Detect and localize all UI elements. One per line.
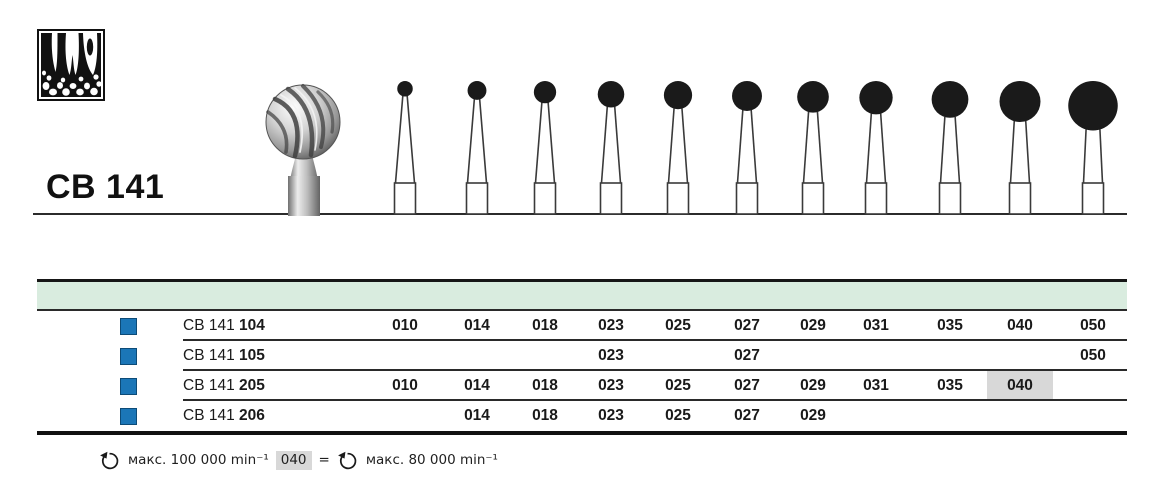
table-row-206: CB 141 206 014 018 023 025 027 029 xyxy=(37,401,1127,431)
row-separator xyxy=(183,399,1127,401)
size-cell-205-018: 018 xyxy=(532,377,558,394)
max-speed-text: макс. 100 000 min⁻¹ xyxy=(128,452,269,468)
bur-drawing-040 xyxy=(999,81,1041,215)
blue-square-marker xyxy=(120,318,137,335)
teeth-icon xyxy=(37,29,105,101)
size-cell-104-029: 029 xyxy=(800,317,826,334)
rotation-ccw-icon xyxy=(337,451,357,469)
row-label-code: 105 xyxy=(239,347,265,364)
table-top-border xyxy=(37,279,1127,282)
bur-drawing-025 xyxy=(663,81,693,215)
size-cell-104-050: 050 xyxy=(1080,317,1106,334)
bur-drawing-050 xyxy=(1068,81,1118,215)
size-cell-205-025: 025 xyxy=(665,377,691,394)
size-cell-104-010: 010 xyxy=(392,317,418,334)
rotation-ccw-icon xyxy=(100,451,119,469)
row-label-prefix: CB 141 xyxy=(183,347,240,364)
size-cell-105-023: 023 xyxy=(598,347,624,364)
size-cell-104-031: 031 xyxy=(863,317,889,334)
bur-drawing-035 xyxy=(931,81,969,215)
size-cell-104-025: 025 xyxy=(665,317,691,334)
reduced-speed-text: макс. 80 000 min⁻¹ xyxy=(365,452,498,468)
table-row-205: CB 141 205 010 014 018 023 025 027 029 031 035 040 xyxy=(37,371,1127,401)
size-cell-205-031: 031 xyxy=(863,377,889,394)
row-label-code: 104 xyxy=(239,317,265,334)
product-code-title: CB 141 xyxy=(46,168,165,206)
bur-drawing-018 xyxy=(533,81,557,215)
bur-drawing-029 xyxy=(797,81,829,215)
bur-drawing-023 xyxy=(597,81,625,215)
bur-photo xyxy=(265,84,341,216)
table-row-104: CB 141 104 010 014 018 023 025 027 029 031 035 040… xyxy=(37,311,1127,341)
size-cell-206-027: 027 xyxy=(734,407,760,424)
row-label-prefix: CB 141 xyxy=(183,407,240,424)
size-cell-205-040: 040 xyxy=(987,371,1053,401)
size-cell-105-050: 050 xyxy=(1080,347,1106,364)
size-cell-205-010: 010 xyxy=(392,377,418,394)
size-cell-104-014: 014 xyxy=(464,317,490,334)
bur-drawing-010 xyxy=(393,81,417,215)
speed-footnote: макс. 100 000 min⁻¹ 040 = макс. 80 000 m… xyxy=(99,447,498,473)
size-cell-206-025: 025 xyxy=(665,407,691,424)
size-cell-206-029: 029 xyxy=(800,407,826,424)
row-label: CB 141 105 xyxy=(183,341,265,371)
size-cell-206-018: 018 xyxy=(532,407,558,424)
table-header-band xyxy=(37,282,1127,311)
equals-sign: = xyxy=(318,452,330,468)
size-cell-205-029: 029 xyxy=(800,377,826,394)
size-cell-205-014: 014 xyxy=(464,377,490,394)
size-cell-104-018: 018 xyxy=(532,317,558,334)
bur-drawing-031 xyxy=(859,81,893,215)
size-cell-105-027: 027 xyxy=(734,347,760,364)
size-cell-205-027: 027 xyxy=(734,377,760,394)
row-label: CB 141 206 xyxy=(183,401,265,431)
size-cell-104-023: 023 xyxy=(598,317,624,334)
size-table: CB 141 104 010 014 018 023 025 027 029 031 035 040… xyxy=(37,279,1127,435)
row-label: CB 141 104 xyxy=(183,311,265,341)
table-bottom-border xyxy=(37,431,1127,435)
row-separator xyxy=(183,369,1127,371)
size-cell-206-023: 023 xyxy=(598,407,624,424)
row-label: CB 141 205 xyxy=(183,371,265,401)
blue-square-marker xyxy=(120,378,137,395)
size-cell-104-027: 027 xyxy=(734,317,760,334)
bur-drawing-014 xyxy=(465,81,489,215)
size-cell-104-040: 040 xyxy=(1007,317,1033,334)
row-label-prefix: CB 141 xyxy=(183,377,240,394)
blue-square-marker xyxy=(120,408,137,425)
size-cell-205-023: 023 xyxy=(598,377,624,394)
highlighted-size-badge: 040 xyxy=(275,450,312,470)
baseline-rule xyxy=(33,213,1127,215)
size-cell-206-014: 014 xyxy=(464,407,490,424)
size-cell-104-035: 035 xyxy=(937,317,963,334)
row-label-code: 206 xyxy=(239,407,265,424)
row-separator xyxy=(183,339,1127,341)
row-label-code: 205 xyxy=(239,377,265,394)
row-label-prefix: CB 141 xyxy=(183,317,240,334)
size-cell-205-035: 035 xyxy=(937,377,963,394)
blue-square-marker xyxy=(120,348,137,365)
bur-drawing-027 xyxy=(732,81,762,215)
table-row-105: CB 141 105 023 027 050 xyxy=(37,341,1127,371)
